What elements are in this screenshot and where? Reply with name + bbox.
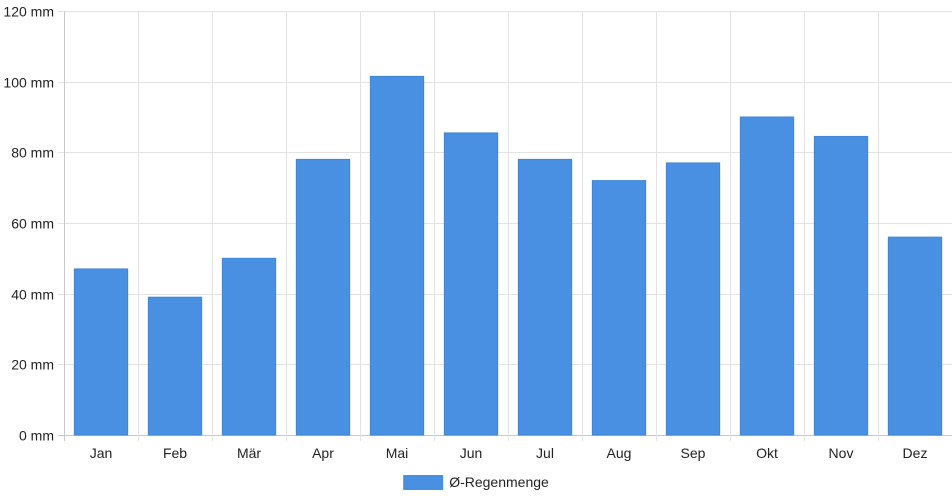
x-tick-label: Nov [829,445,854,461]
y-tick-label: 60 mm [11,216,54,232]
x-tick-label: Apr [312,445,334,461]
y-tick-label: 20 mm [11,357,54,373]
x-tick-label: Aug [607,445,632,461]
x-tick-label: Jan [90,445,113,461]
bar-jul[interactable] [517,158,573,436]
bar-nov[interactable] [813,135,869,436]
bar-mai[interactable] [369,75,425,436]
x-tick-label: Jun [460,445,483,461]
x-tick-label: Sep [681,445,706,461]
x-tick-label: Mai [386,445,409,461]
legend-label[interactable]: Ø-Regenmenge [449,474,549,490]
bar-okt[interactable] [739,116,795,436]
x-tick-label: Mär [237,445,261,461]
y-tick-label: 40 mm [11,287,54,303]
bar-jan[interactable] [73,268,129,436]
bar-feb[interactable] [147,296,203,436]
x-tick-label: Feb [163,445,187,461]
x-tick-label: Jul [536,445,554,461]
legend[interactable]: Ø-Regenmenge [403,474,549,490]
bar-sep[interactable] [665,162,721,436]
x-tick-label: Okt [756,445,778,461]
bar-aug[interactable] [591,180,647,436]
x-tick-label: Dez [903,445,928,461]
bars [73,75,943,436]
grid-lines [58,11,952,441]
bar-dez[interactable] [887,236,943,436]
y-tick-label: 120 mm [3,4,54,20]
axes: 0 mm 20 mm 40 mm 60 mm 80 mm 100 mm 120 mm Jan F… [3,4,927,462]
bar-mär[interactable] [221,257,277,436]
bar-apr[interactable] [295,158,351,436]
y-tick-label: 0 mm [19,428,54,444]
legend-swatch[interactable] [403,475,444,490]
bar-jun[interactable] [443,132,499,436]
y-tick-label: 100 mm [3,75,54,91]
y-tick-label: 80 mm [11,145,54,161]
